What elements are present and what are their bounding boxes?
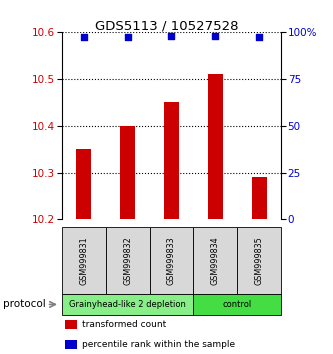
Bar (208, 74, 223, 219)
Point (213, 33, 218, 39)
Text: GDS5113 / 10527528: GDS5113 / 10527528 (95, 19, 238, 33)
Text: percentile rank within the sample: percentile rank within the sample (82, 340, 235, 349)
Text: GSM999831: GSM999831 (79, 236, 88, 285)
Point (125, 35, 130, 40)
Text: transformed count: transformed count (82, 320, 166, 329)
Text: GSM999832: GSM999832 (123, 236, 132, 285)
Text: protocol: protocol (3, 299, 46, 309)
Bar (76, 149, 91, 219)
Text: Grainyhead-like 2 depletion: Grainyhead-like 2 depletion (69, 300, 186, 309)
Text: GSM999834: GSM999834 (211, 236, 220, 285)
Point (257, 35, 262, 40)
Text: control: control (223, 300, 252, 309)
Point (81, 35, 86, 40)
Bar (164, 102, 179, 219)
Bar (252, 177, 267, 219)
Bar (120, 126, 135, 219)
Point (169, 33, 174, 39)
Text: GSM999835: GSM999835 (255, 236, 264, 285)
Text: GSM999833: GSM999833 (167, 236, 176, 285)
